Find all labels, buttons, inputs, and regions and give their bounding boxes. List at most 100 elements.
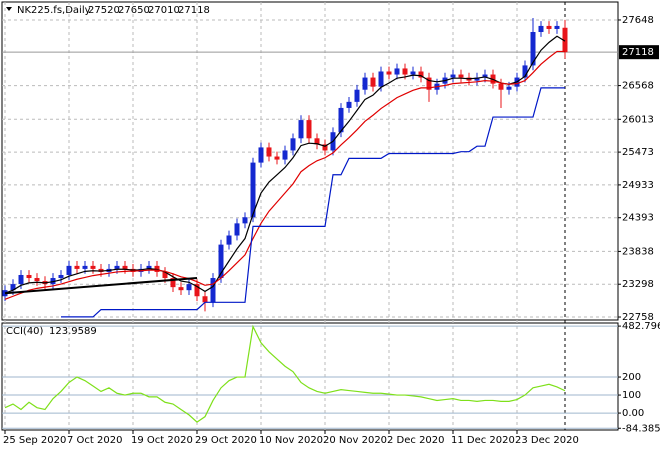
x-tick-label: 25 Sep 2020 bbox=[3, 435, 66, 446]
candle-body bbox=[90, 265, 96, 269]
chart-title: NK225.fs,Daily bbox=[17, 5, 91, 16]
candle-body bbox=[58, 274, 64, 279]
candle-body bbox=[338, 107, 344, 133]
candle-body bbox=[386, 71, 392, 75]
candle-body bbox=[402, 68, 408, 75]
y-tick-label: 27648 bbox=[622, 15, 654, 26]
candle-body bbox=[322, 144, 328, 151]
candle-body bbox=[362, 77, 368, 90]
x-tick-label: 23 Dec 2020 bbox=[515, 435, 579, 446]
y-tick-label: 26568 bbox=[622, 81, 654, 92]
cci-panel bbox=[1, 322, 619, 431]
candle-body bbox=[370, 77, 376, 87]
y-tick-label: 26013 bbox=[622, 114, 654, 125]
candle-body bbox=[82, 265, 88, 269]
candle-body bbox=[258, 147, 264, 163]
candle-body bbox=[266, 147, 272, 157]
candle-body bbox=[122, 265, 128, 269]
candle-body bbox=[202, 296, 208, 303]
candle-body bbox=[498, 83, 504, 90]
candle-body bbox=[162, 271, 168, 279]
x-tick-label: 11 Dec 2020 bbox=[451, 435, 515, 446]
y-tick-label: 23298 bbox=[622, 279, 654, 290]
candle-body bbox=[538, 25, 544, 33]
y-tick-label: 24933 bbox=[622, 180, 654, 191]
candle-body bbox=[298, 120, 304, 139]
candle-body bbox=[546, 25, 552, 29]
header-high: 27650 bbox=[118, 5, 150, 16]
candle-body bbox=[562, 27, 568, 53]
candle-body bbox=[18, 274, 24, 285]
y-tick-label: -84.3857 bbox=[622, 423, 660, 434]
y-tick-label: 24393 bbox=[622, 213, 654, 224]
candle-body bbox=[250, 162, 256, 218]
candle-body bbox=[474, 77, 480, 81]
candle-body bbox=[226, 235, 232, 245]
candle-body bbox=[98, 268, 104, 272]
candle-body bbox=[346, 101, 352, 108]
candle-body bbox=[218, 244, 224, 279]
candle-body bbox=[418, 71, 424, 78]
header-open: 27520 bbox=[88, 5, 120, 16]
candle-body bbox=[170, 278, 176, 288]
candle-body bbox=[66, 265, 72, 275]
x-tick-label: 10 Nov 2020 bbox=[259, 435, 323, 446]
candle-body bbox=[450, 74, 456, 78]
y-tick-label: 100 bbox=[622, 390, 641, 401]
x-tick-label: 29 Oct 2020 bbox=[195, 435, 257, 446]
candle-body bbox=[554, 25, 560, 29]
x-tick-label: 20 Nov 2020 bbox=[323, 435, 387, 446]
candle-body bbox=[410, 71, 416, 75]
candle-body bbox=[234, 223, 240, 236]
candle-body bbox=[378, 71, 384, 87]
candle-body bbox=[242, 217, 248, 224]
candle-body bbox=[282, 150, 288, 160]
candle-body bbox=[306, 120, 312, 139]
candle-body bbox=[394, 68, 400, 75]
candle-body bbox=[522, 65, 528, 78]
candle-body bbox=[2, 290, 8, 297]
y-tick-label: 25473 bbox=[622, 147, 654, 158]
indicator-line bbox=[4, 50, 565, 300]
candle-body bbox=[26, 274, 32, 279]
candle-body bbox=[146, 265, 152, 269]
candle-body bbox=[74, 265, 80, 269]
candle-body bbox=[458, 74, 464, 78]
last-price-box bbox=[619, 45, 659, 60]
candle-body bbox=[154, 265, 160, 272]
last-price-label: 27118 bbox=[622, 47, 654, 58]
candle-body bbox=[426, 77, 432, 90]
y-tick-label: 482.7966 bbox=[622, 321, 660, 332]
candle-body bbox=[506, 86, 512, 90]
y-tick-label: 22758 bbox=[622, 312, 654, 323]
candle-body bbox=[314, 138, 320, 145]
candle-body bbox=[34, 278, 40, 282]
x-tick-label: 19 Oct 2020 bbox=[131, 435, 193, 446]
candle-body bbox=[114, 265, 120, 269]
cci-title: CCI(40) bbox=[6, 326, 44, 337]
main-panel bbox=[1, 1, 619, 321]
candle-body bbox=[194, 284, 200, 297]
cci-last-value: 123.9589 bbox=[49, 326, 97, 337]
trendline bbox=[4, 277, 198, 295]
candle-body bbox=[482, 74, 488, 78]
candle-body bbox=[178, 287, 184, 291]
cci-line bbox=[4, 324, 566, 423]
candle-body bbox=[274, 156, 280, 160]
candle-body bbox=[354, 89, 360, 102]
header-close: 27118 bbox=[178, 5, 210, 16]
x-tick-label: 7 Oct 2020 bbox=[67, 435, 122, 446]
candle-body bbox=[10, 284, 16, 291]
y-tick-label: 23838 bbox=[622, 246, 654, 257]
x-tick-label: 2 Dec 2020 bbox=[387, 435, 445, 446]
y-tick-label: 200 bbox=[622, 372, 641, 383]
y-tick-label: 0.00 bbox=[622, 408, 644, 419]
candle-body bbox=[530, 32, 536, 66]
header-low: 27010 bbox=[148, 5, 180, 16]
candle-body bbox=[210, 278, 216, 303]
indicator-line bbox=[61, 87, 565, 318]
indicator-line bbox=[4, 35, 566, 294]
menu-arrow[interactable] bbox=[6, 7, 12, 11]
candle-body bbox=[290, 138, 296, 151]
